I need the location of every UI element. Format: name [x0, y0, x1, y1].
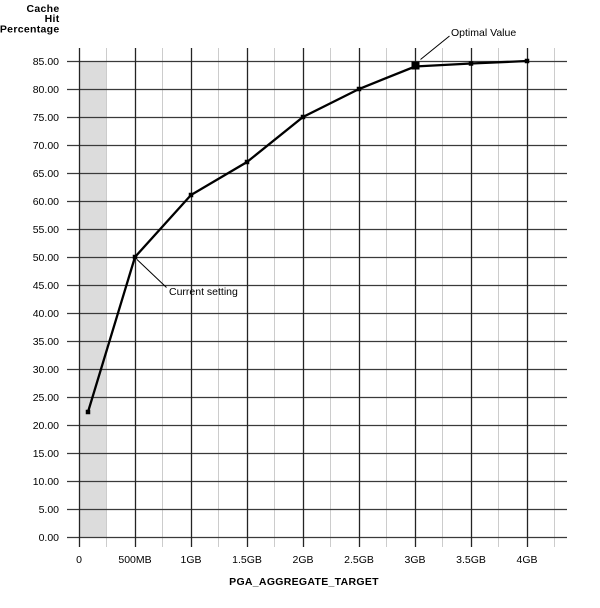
svg-text:Optimal Value: Optimal Value: [451, 27, 516, 39]
svg-text:Percentage: Percentage: [0, 23, 60, 35]
svg-text:Current setting: Current setting: [169, 286, 238, 298]
svg-text:15.00: 15.00: [33, 448, 59, 460]
svg-text:1.5GB: 1.5GB: [232, 554, 262, 566]
svg-text:5.00: 5.00: [39, 504, 60, 516]
svg-text:0.00: 0.00: [39, 532, 60, 544]
svg-text:75.00: 75.00: [33, 112, 59, 124]
svg-text:85.00: 85.00: [33, 56, 59, 68]
svg-text:65.00: 65.00: [33, 168, 59, 180]
svg-text:25.00: 25.00: [33, 392, 59, 404]
svg-text:10.00: 10.00: [33, 476, 59, 488]
svg-text:500MB: 500MB: [118, 554, 151, 566]
svg-text:Cache: Cache: [26, 3, 59, 15]
svg-text:50.00: 50.00: [33, 252, 59, 264]
svg-text:0: 0: [76, 554, 82, 566]
svg-text:2GB: 2GB: [292, 554, 313, 566]
svg-text:3GB: 3GB: [404, 554, 425, 566]
svg-text:2.5GB: 2.5GB: [344, 554, 374, 566]
svg-text:45.00: 45.00: [33, 280, 59, 292]
svg-text:PGA_AGGREGATE_TARGET: PGA_AGGREGATE_TARGET: [229, 576, 379, 588]
svg-text:35.00: 35.00: [33, 336, 59, 348]
svg-text:Hit: Hit: [45, 13, 60, 25]
svg-text:80.00: 80.00: [33, 84, 59, 96]
svg-text:40.00: 40.00: [33, 308, 59, 320]
svg-text:3.5GB: 3.5GB: [456, 554, 486, 566]
svg-text:60.00: 60.00: [33, 196, 59, 208]
svg-text:20.00: 20.00: [33, 420, 59, 432]
svg-text:55.00: 55.00: [33, 224, 59, 236]
svg-text:30.00: 30.00: [33, 364, 59, 376]
svg-text:4GB: 4GB: [516, 554, 537, 566]
svg-text:70.00: 70.00: [33, 140, 59, 152]
svg-text:1GB: 1GB: [180, 554, 201, 566]
